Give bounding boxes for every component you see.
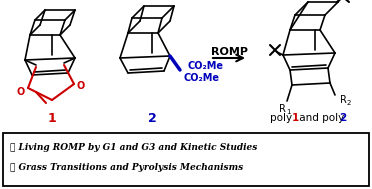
Text: O: O bbox=[17, 87, 25, 97]
Text: ✓ Grass Transitions and Pyrolysis Mechanisms: ✓ Grass Transitions and Pyrolysis Mechan… bbox=[10, 163, 243, 171]
Text: 2: 2 bbox=[148, 112, 156, 125]
Text: 1: 1 bbox=[292, 113, 299, 123]
Text: ROMP: ROMP bbox=[211, 47, 247, 57]
Text: CO₂Me: CO₂Me bbox=[184, 73, 220, 83]
Text: 1: 1 bbox=[48, 112, 57, 125]
Text: R: R bbox=[340, 95, 346, 105]
Text: ✓ Living ROMP by G1 and G3 and Kinetic Studies: ✓ Living ROMP by G1 and G3 and Kinetic S… bbox=[10, 143, 257, 153]
Text: 2: 2 bbox=[347, 100, 351, 106]
Text: R: R bbox=[279, 104, 285, 114]
Text: CO₂Me: CO₂Me bbox=[188, 61, 224, 71]
Text: 2: 2 bbox=[339, 113, 346, 123]
Text: 1: 1 bbox=[286, 109, 290, 115]
Text: O: O bbox=[77, 81, 85, 91]
Text: poly: poly bbox=[270, 113, 292, 123]
FancyBboxPatch shape bbox=[3, 133, 369, 186]
Text: and poly: and poly bbox=[296, 113, 344, 123]
